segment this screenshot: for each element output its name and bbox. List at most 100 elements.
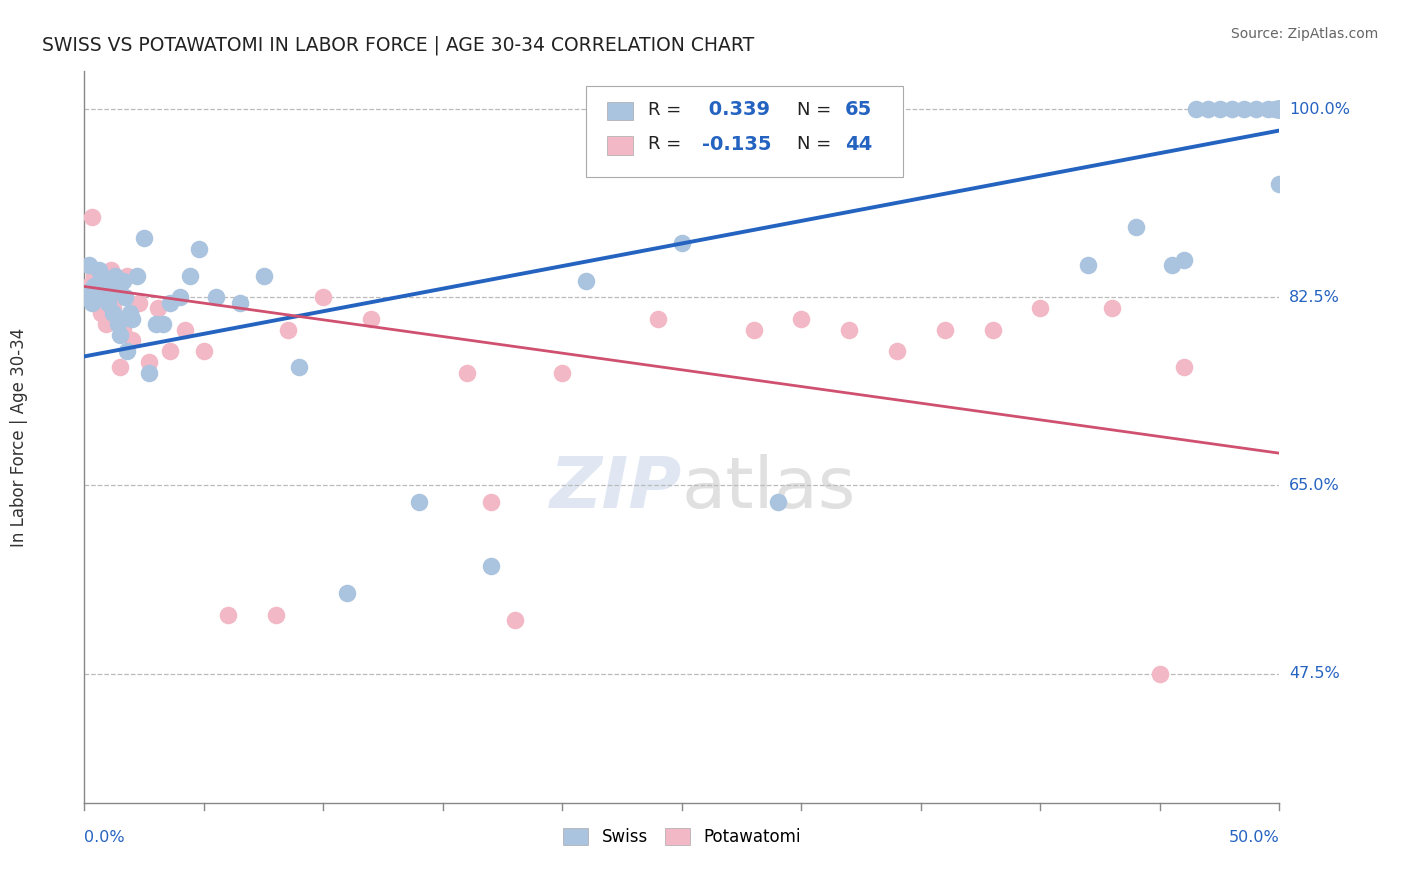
Point (90, 268, 112, 283)
Point (128, 295, 150, 310)
Point (93, 279, 115, 293)
Point (981, 322, 1004, 336)
Point (205, 290, 228, 304)
Point (1257, 102, 1279, 116)
Point (100, 263, 122, 277)
Point (1101, 301, 1123, 315)
Point (1173, 252, 1195, 267)
Point (360, 311, 382, 326)
Point (312, 290, 335, 304)
Point (1268, 102, 1291, 116)
Point (86, 290, 108, 304)
Point (107, 290, 129, 304)
Point (87, 274, 110, 288)
Text: atlas: atlas (682, 454, 856, 523)
Point (114, 290, 136, 304)
Point (118, 306, 141, 320)
Point (80, 295, 103, 310)
Point (188, 242, 211, 256)
Point (551, 366, 574, 380)
Text: 0.0%: 0.0% (84, 830, 125, 845)
Point (1268, 102, 1291, 116)
Text: N =: N = (797, 136, 831, 153)
Point (1268, 102, 1291, 116)
Point (138, 366, 160, 380)
Text: Source: ZipAtlas.com: Source: ZipAtlas.com (1230, 27, 1378, 41)
Point (179, 268, 201, 283)
Point (97, 295, 120, 310)
Point (111, 322, 134, 336)
Point (217, 607, 239, 622)
Point (503, 613, 526, 627)
Point (104, 311, 127, 326)
Point (94, 317, 117, 331)
Text: 82.5%: 82.5% (1289, 290, 1340, 305)
Point (479, 559, 502, 574)
Point (83, 268, 105, 283)
Point (77, 279, 100, 293)
Point (93, 290, 115, 304)
Text: R =: R = (648, 136, 681, 153)
Point (886, 344, 908, 359)
Point (277, 322, 299, 336)
Point (336, 586, 359, 600)
Point (264, 607, 287, 622)
Point (1268, 102, 1291, 116)
Text: 0.339: 0.339 (702, 101, 769, 120)
Point (1268, 102, 1291, 116)
Text: N =: N = (797, 101, 831, 119)
Point (110, 360, 132, 375)
Point (742, 322, 765, 336)
Point (100, 285, 122, 299)
Point (1264, 102, 1286, 116)
FancyBboxPatch shape (606, 136, 633, 154)
Text: 44: 44 (845, 135, 872, 153)
Point (76, 285, 98, 299)
Point (173, 322, 195, 336)
Point (77, 258, 100, 272)
Text: 47.5%: 47.5% (1289, 666, 1340, 681)
Point (97, 290, 120, 304)
Point (87, 263, 110, 277)
Point (1268, 102, 1291, 116)
Point (101, 301, 124, 315)
Point (169, 290, 191, 304)
Point (1029, 301, 1052, 315)
Point (934, 322, 956, 336)
Point (766, 494, 789, 508)
Point (1149, 666, 1171, 681)
Point (83, 279, 105, 293)
Point (1268, 102, 1291, 116)
FancyBboxPatch shape (586, 86, 903, 178)
Point (647, 311, 669, 326)
Point (1244, 102, 1267, 116)
Point (408, 494, 430, 508)
Point (1268, 102, 1291, 116)
Point (80, 210, 103, 224)
Point (104, 268, 127, 283)
Point (110, 327, 132, 342)
Point (94, 274, 117, 288)
Point (148, 301, 170, 315)
Point (1077, 258, 1099, 272)
Point (575, 274, 598, 288)
Point (1197, 102, 1219, 116)
Text: -0.135: -0.135 (702, 135, 770, 153)
Point (1125, 220, 1147, 235)
Point (1161, 258, 1184, 272)
Point (117, 344, 139, 359)
Text: 100.0%: 100.0% (1289, 102, 1350, 117)
Text: ZIP: ZIP (550, 454, 682, 523)
Point (1233, 102, 1256, 116)
FancyBboxPatch shape (606, 102, 633, 120)
Point (1268, 102, 1291, 116)
Point (456, 366, 478, 380)
Point (1268, 102, 1291, 116)
Point (838, 322, 860, 336)
Point (790, 311, 813, 326)
Point (288, 360, 311, 375)
Point (132, 231, 156, 245)
Point (229, 295, 252, 310)
Point (101, 306, 124, 320)
Point (1268, 178, 1291, 192)
